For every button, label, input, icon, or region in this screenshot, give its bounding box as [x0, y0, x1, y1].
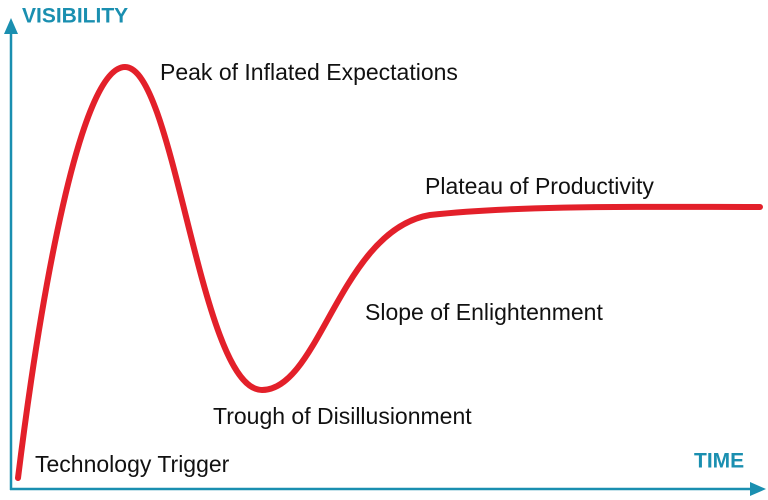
phase-label: Trough of Disillusionment — [213, 403, 472, 429]
phase-label: Slope of Enlightenment — [365, 299, 603, 325]
hype-curve — [15, 63, 763, 481]
y-axis-arrow — [4, 18, 18, 34]
phase-label: Plateau of Productivity — [425, 173, 654, 199]
x-axis-arrow — [750, 482, 766, 496]
phase-label: Peak of Inflated Expectations — [160, 59, 458, 85]
y-axis-label: VISIBILITY — [22, 5, 128, 28]
x-axis-label: TIME — [694, 450, 744, 473]
phase-label: Technology Trigger — [35, 451, 230, 477]
